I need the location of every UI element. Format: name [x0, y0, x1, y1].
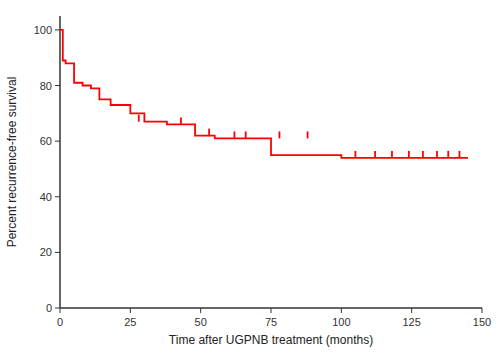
censor-tick	[447, 151, 449, 158]
censor-tick	[138, 115, 140, 122]
chart-container: 0 25 50 75 100 125 150 0 20 40 60 80 100 Time after U…	[0, 0, 500, 354]
x-tick-label: 25	[124, 316, 136, 328]
x-tick	[271, 308, 272, 313]
censor-tick	[180, 118, 182, 125]
censor-tick	[422, 151, 424, 158]
survival-curve	[60, 30, 468, 158]
y-axis-line	[59, 16, 61, 308]
x-tick	[341, 308, 342, 313]
axes: 0 25 50 75 100 125 150 0 20 40 60 80 100	[34, 16, 492, 328]
x-tick-label: 100	[332, 316, 350, 328]
censor-tick	[234, 131, 236, 138]
censor-tick	[245, 131, 247, 138]
x-tick	[411, 308, 412, 313]
y-tick	[55, 196, 60, 197]
y-axis-label: Percent recurrence-free survival	[5, 77, 19, 248]
x-tick	[60, 308, 61, 313]
x-tick-label: 50	[195, 316, 207, 328]
y-tick	[55, 29, 60, 30]
x-tick	[200, 308, 201, 313]
y-tick	[55, 85, 60, 86]
y-tick	[55, 141, 60, 142]
y-tick-label: 40	[40, 191, 52, 203]
x-tick	[482, 308, 483, 313]
chart: 0 25 50 75 100 125 150 0 20 40 60 80 100 Time after U…	[0, 0, 500, 354]
y-tick-label: 80	[40, 80, 52, 92]
censor-tick	[354, 151, 356, 158]
x-tick-label: 150	[473, 316, 491, 328]
censor-tick	[459, 151, 461, 158]
y-tick-label: 100	[34, 24, 52, 36]
censor-tick	[374, 151, 376, 158]
y-tick	[55, 308, 60, 309]
x-tick-label: 0	[57, 316, 63, 328]
censor-tick	[436, 151, 438, 158]
x-tick-label: 125	[402, 316, 420, 328]
censor-tick	[208, 129, 210, 136]
y-tick-label: 0	[46, 302, 52, 314]
censor-tick	[408, 151, 410, 158]
y-tick-label: 60	[40, 135, 52, 147]
x-axis-label: Time after UGPNB treatment (months)	[169, 333, 373, 347]
x-tick-label: 75	[265, 316, 277, 328]
y-tick	[55, 252, 60, 253]
y-tick-label: 20	[40, 246, 52, 258]
x-tick	[130, 308, 131, 313]
censor-tick	[279, 131, 281, 138]
censor-tick	[391, 151, 393, 158]
plot-area	[60, 30, 468, 158]
censor-tick	[307, 131, 309, 138]
